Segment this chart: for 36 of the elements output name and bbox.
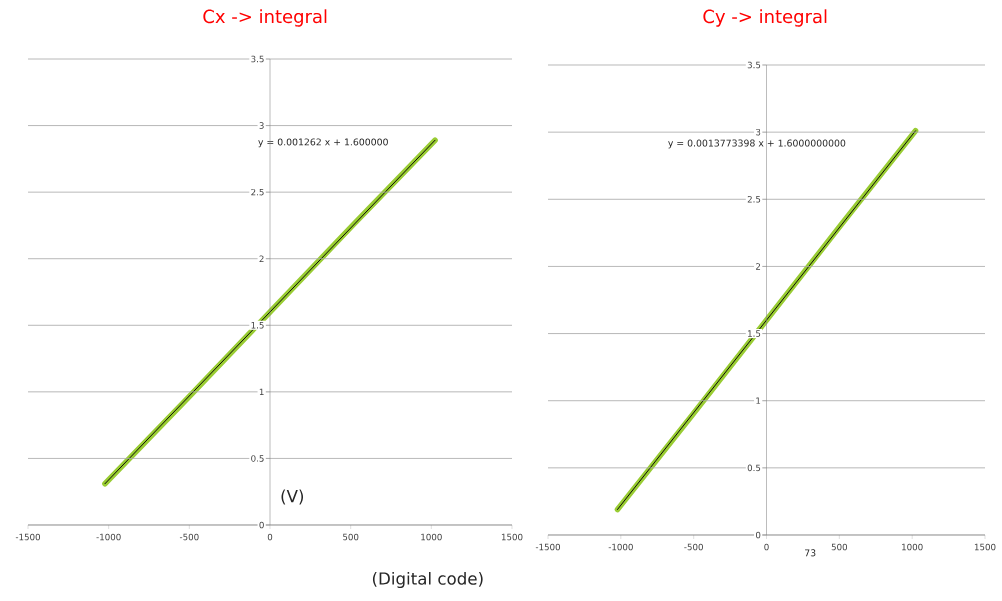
y-tick-label: 3 (756, 128, 761, 136)
y-tick-label: 1 (259, 388, 264, 396)
x-tick-label: 1500 (974, 543, 996, 551)
x-tick-label: -1000 (96, 533, 121, 541)
y-tick-label: 2.5 (747, 196, 761, 203)
y-tick-label: 0 (259, 521, 264, 529)
x-tick-label: -1500 (535, 543, 561, 551)
x-tick-label: 0 (764, 543, 769, 551)
x-axis-title: (Digital code) (372, 571, 483, 589)
y-tick-label: 0.5 (251, 455, 264, 462)
text: 73 (805, 549, 816, 557)
y-tick-label: 2 (259, 255, 264, 262)
y-tick-label: 3.5 (747, 61, 761, 69)
chart-title: Cx -> integral (203, 9, 327, 27)
annotation: y = 0.0013773398 x + 1.6000000000 (668, 139, 846, 149)
x-tick-label: -1500 (15, 533, 41, 541)
x-tick-label: 1000 (421, 533, 442, 541)
y-tick-label: 1 (756, 397, 761, 404)
y-tick-label: 1.5 (251, 322, 264, 329)
y-tick-label: 2.5 (251, 188, 264, 196)
y-axis-title: (V) (281, 489, 304, 505)
x-tick-label: 500 (831, 543, 848, 551)
x-tick-label: 0 (267, 533, 273, 541)
x-tick-label: -500 (179, 533, 199, 541)
chart-title: Cy -> integral (703, 9, 827, 27)
x-tick-label: 1000 (902, 543, 923, 551)
y-tick-label: 2 (756, 263, 761, 270)
x-tick-label: -1000 (608, 543, 633, 551)
x-tick-label: -500 (684, 543, 703, 551)
y-tick-label: 0.5 (747, 464, 761, 472)
annotation: y = 0.001262 x + 1.600000 (258, 138, 388, 148)
x-tick-label: 500 (343, 533, 359, 541)
y-tick-label: 3.5 (251, 55, 264, 63)
x-tick-label: 1500 (501, 533, 523, 541)
y-tick-label: 3 (259, 122, 264, 129)
y-tick-label: 1.5 (748, 330, 761, 337)
